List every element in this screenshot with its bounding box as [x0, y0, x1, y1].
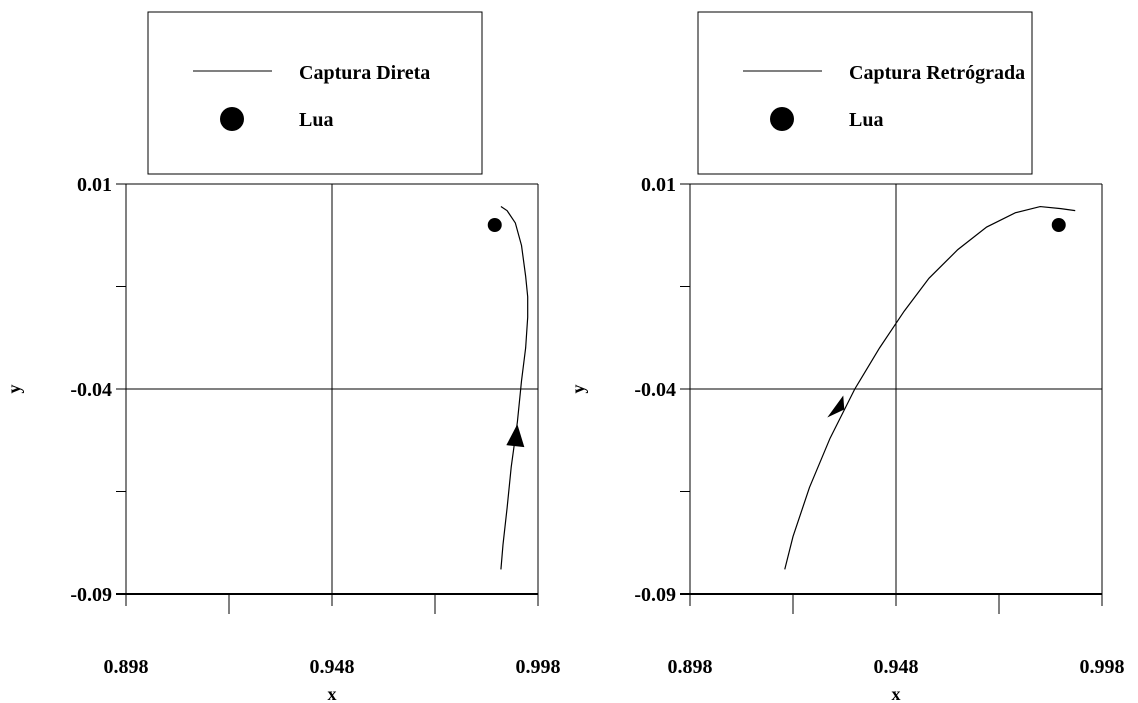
y-tick-label: -0.04 — [634, 379, 676, 401]
x-tick-label: 0.898 — [104, 656, 149, 678]
x-tick-label: 0.998 — [1080, 656, 1125, 678]
chart-captura-retrograda: Captura Retrógrada Lua 0.01 -0.04 -0.09 0.8… — [568, 11, 1125, 703]
legend-label-dot: Lua — [849, 109, 883, 131]
y-axis-title: y — [4, 385, 24, 394]
x-tick-label: 0.948 — [874, 656, 919, 678]
plot-area: 0.01 -0.04 -0.09 0.898 0.948 0.998 — [634, 174, 1124, 678]
y-tick-label: 0.01 — [641, 174, 676, 196]
x-axis-title: x — [328, 684, 337, 703]
moon-point — [487, 218, 502, 232]
x-tick-label: 0.998 — [516, 656, 561, 678]
legend-label-line: Captura Retrógrada — [849, 62, 1025, 84]
y-tick-label: -0.09 — [634, 584, 676, 606]
x-tick-label: 0.898 — [668, 656, 713, 678]
direction-arrow — [506, 424, 525, 448]
y-axis-title: y — [568, 385, 588, 394]
direction-arrow — [827, 395, 845, 418]
legend-label-line: Captura Direta — [299, 62, 430, 84]
x-tick-label: 0.948 — [310, 656, 355, 678]
y-tick-label: -0.09 — [70, 584, 112, 606]
trajectory-line — [500, 206, 529, 570]
legend-label-dot: Lua — [299, 109, 333, 131]
y-tick-label: 0.01 — [77, 174, 112, 196]
legend-box — [697, 11, 1033, 175]
chart-captura-direta: Captura Direta Lua 0.01-0.04-0.090.898 0.… — [4, 11, 561, 703]
legend-dot-sample — [770, 107, 794, 131]
trajectory-line — [784, 205, 1076, 570]
x-axis-title: x — [892, 684, 901, 703]
moon-point — [1051, 218, 1066, 232]
y-tick-label: -0.04 — [70, 379, 112, 401]
legend-dot-sample — [220, 107, 244, 131]
plot-area: 0.01 -0.04 -0.09 0.898 0.948 0.998 — [70, 174, 560, 678]
legend-box — [147, 11, 483, 175]
